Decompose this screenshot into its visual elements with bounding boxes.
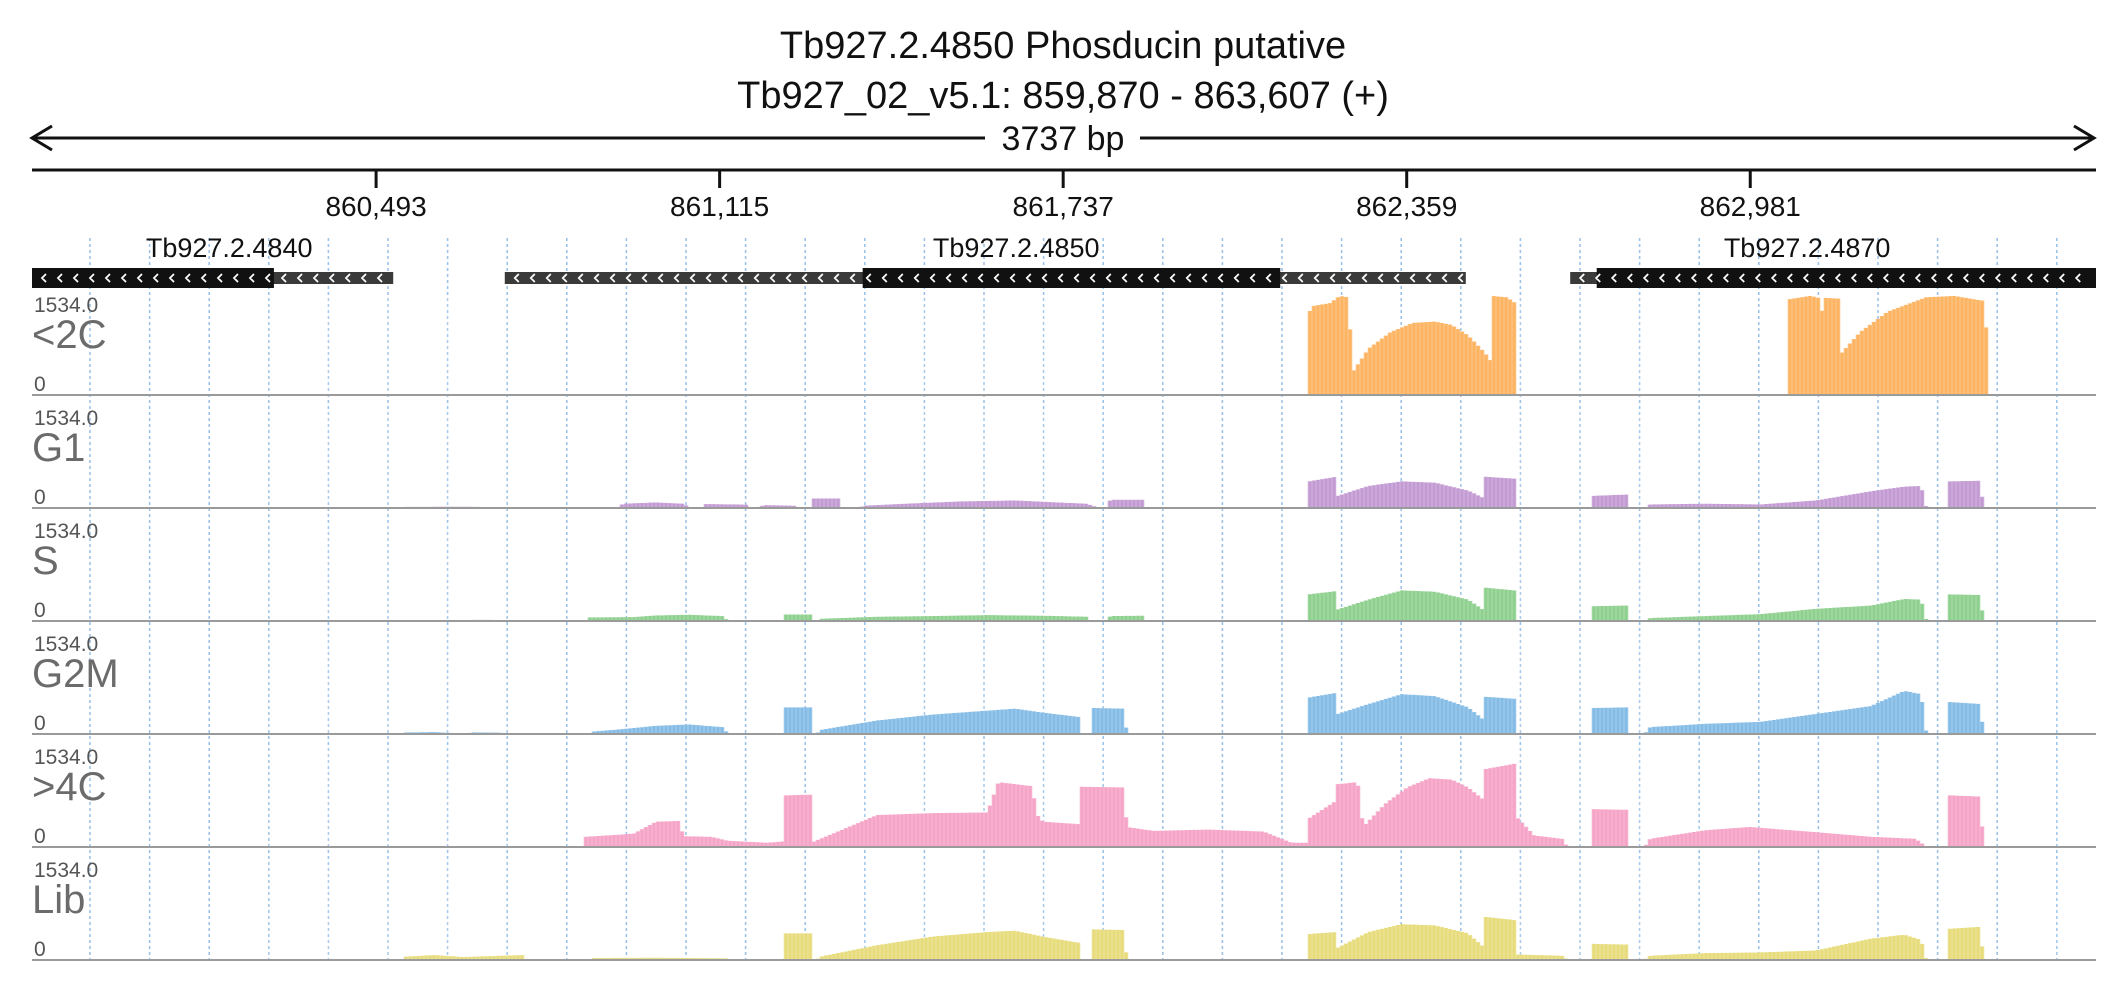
arrowhead-left-icon xyxy=(29,124,53,152)
span-label: 3737 bp xyxy=(1002,120,1125,158)
chart-title: Tb927.2.4850 Phosducin putative xyxy=(780,25,1346,67)
track-max-label: 1534.0 xyxy=(34,407,98,430)
track-max-label: 1534.0 xyxy=(34,520,98,543)
track-s: 1534.0S 0 xyxy=(31,520,2096,622)
bin-separators xyxy=(31,635,2093,734)
bin-separators xyxy=(31,522,2093,621)
gene-label: Tb927.2.4840 xyxy=(146,233,313,263)
track-g1: 1534.0G1 0 xyxy=(31,407,2096,509)
track-min-label: 0 xyxy=(34,825,46,848)
track-name: Lib xyxy=(32,878,85,922)
gene-cds xyxy=(1596,268,2096,288)
track-name: <2C xyxy=(32,313,107,357)
track-max-label: 1534.0 xyxy=(34,746,98,769)
strand-direction-icon xyxy=(40,273,383,283)
coverage-tracks: 1534.0<2C01534.0G101534.0S01534.0G2M0153… xyxy=(31,294,2096,961)
strand-direction-icon xyxy=(1578,273,2081,283)
axis-tick-label: 861,115 xyxy=(670,191,769,222)
track-min-label: 0 xyxy=(34,486,46,509)
axis-tick-label: 861,737 xyxy=(1013,191,1114,222)
track-max-label: 1534.0 xyxy=(34,294,98,317)
axis-tick-label: 862,981 xyxy=(1700,191,1801,222)
bin-separators xyxy=(31,296,2093,395)
track-min-label: 0 xyxy=(34,938,46,961)
gene-label: Tb927.2.4870 xyxy=(1724,233,1891,263)
track-4c: 1534.0>4C 0 xyxy=(31,746,2096,848)
track-name: S xyxy=(32,539,59,583)
track-name: G1 xyxy=(32,426,85,470)
track-min-label: 0 xyxy=(34,712,46,735)
track-max-label: 1534.0 xyxy=(34,633,98,656)
bin-separators xyxy=(31,861,2093,960)
strand-direction-icon xyxy=(513,273,1464,283)
track-min-label: 0 xyxy=(34,373,46,396)
header: Tb927.2.4850 Phosducin putative Tb927_02… xyxy=(29,25,2097,158)
grid-lines xyxy=(89,238,2058,964)
axis-tick-label: 862,359 xyxy=(1356,191,1457,222)
gene-cds xyxy=(862,268,1281,288)
track-name: G2M xyxy=(32,652,119,696)
track-2c: 1534.0<2C 0 xyxy=(31,294,2096,396)
axis-tick-label: 860,493 xyxy=(325,191,426,222)
bin-separators xyxy=(31,409,2093,508)
coordinate-axis: 860,493 861,115 861,737 862,359 862,981 xyxy=(32,168,2096,222)
track-name: >4C xyxy=(32,765,107,809)
track-min-label: 0 xyxy=(34,599,46,622)
track-max-label: 1534.0 xyxy=(34,859,98,882)
arrowhead-right-icon xyxy=(2073,124,2097,152)
gene-label: Tb927.2.4850 xyxy=(933,233,1100,263)
gene-track: Tb927.2.4840 Tb927.2.4850 Tb927.2.4870 xyxy=(32,233,2096,288)
bin-separators xyxy=(31,748,2093,847)
chart-subtitle: Tb927_02_v5.1: 859,870 - 863,607 (+) xyxy=(737,75,1389,117)
